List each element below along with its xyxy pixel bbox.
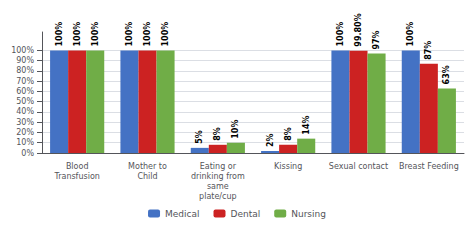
svg-text:Dental: Dental: [231, 209, 261, 219]
svg-text:same: same: [207, 182, 229, 191]
svg-text:Blood: Blood: [66, 162, 89, 171]
svg-text:60%: 60%: [16, 87, 34, 96]
svg-text:100%: 100%: [73, 22, 82, 47]
svg-text:2%: 2%: [266, 133, 275, 147]
svg-text:100%: 100%: [11, 46, 34, 55]
svg-text:87%: 87%: [424, 41, 433, 60]
svg-text:8%: 8%: [284, 127, 293, 141]
svg-text:Nursing: Nursing: [291, 209, 326, 219]
svg-text:10%: 10%: [231, 120, 240, 139]
svg-text:90%: 90%: [16, 56, 34, 65]
svg-text:Mother to: Mother to: [128, 162, 167, 171]
svg-text:97%: 97%: [372, 30, 381, 49]
svg-text:10%: 10%: [16, 138, 34, 147]
svg-text:100%: 100%: [91, 22, 100, 47]
svg-text:50%: 50%: [16, 97, 34, 106]
svg-text:40%: 40%: [16, 107, 34, 116]
svg-text:5%: 5%: [195, 130, 204, 144]
svg-text:Breast Feeding: Breast Feeding: [399, 162, 459, 171]
svg-text:20%: 20%: [16, 128, 34, 137]
svg-text:63%: 63%: [442, 65, 451, 84]
svg-text:Medical: Medical: [165, 209, 199, 219]
svg-text:14%: 14%: [302, 115, 311, 134]
svg-text:100%: 100%: [406, 22, 415, 47]
svg-text:drinking from: drinking from: [191, 172, 245, 181]
svg-text:100%: 100%: [336, 22, 345, 47]
svg-text:0%: 0%: [21, 149, 34, 158]
svg-text:plate/cup: plate/cup: [199, 192, 237, 201]
svg-text:70%: 70%: [16, 77, 34, 86]
svg-text:80%: 80%: [16, 66, 34, 75]
svg-text:100%: 100%: [55, 22, 64, 47]
svg-text:99.80%: 99.80%: [354, 13, 363, 46]
svg-text:Kissing: Kissing: [274, 162, 302, 171]
svg-text:Child: Child: [137, 172, 157, 181]
svg-text:Eating or: Eating or: [200, 162, 237, 171]
svg-text:100%: 100%: [125, 22, 134, 47]
svg-text:Transfusion: Transfusion: [53, 172, 99, 181]
svg-text:8%: 8%: [213, 127, 222, 141]
svg-text:100%: 100%: [161, 22, 170, 47]
svg-text:100%: 100%: [143, 22, 152, 47]
svg-text:Sexual contact: Sexual contact: [329, 162, 388, 171]
svg-text:30%: 30%: [16, 118, 34, 127]
